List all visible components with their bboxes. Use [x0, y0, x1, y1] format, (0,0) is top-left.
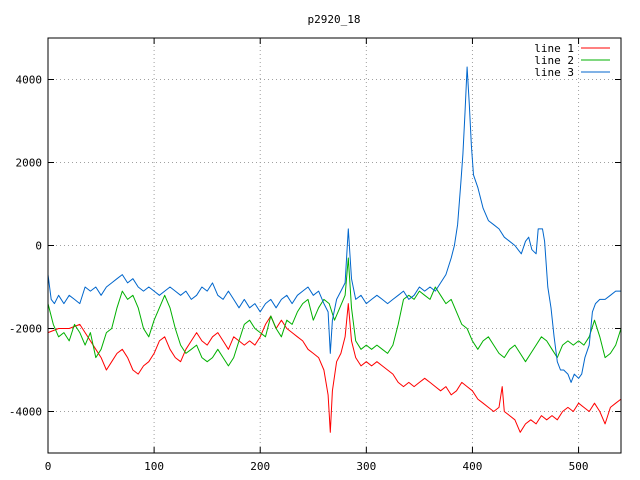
series-line-1 [47, 303, 622, 433]
x-tick-label: 500 [569, 460, 589, 473]
series-line-3 [47, 66, 621, 383]
grid [48, 38, 621, 453]
y-tick-label: 0 [35, 240, 42, 253]
series-line-2 [47, 257, 622, 367]
x-tick-label: 400 [463, 460, 483, 473]
y-tick-label: 2000 [16, 157, 43, 170]
y-tick-label: -2000 [9, 323, 42, 336]
x-tick-label: 100 [144, 460, 164, 473]
series-lines [47, 66, 622, 433]
x-tick-label: 200 [250, 460, 270, 473]
y-tick-label: 4000 [16, 74, 43, 87]
plot-frame [47, 37, 622, 454]
chart-title: p2920_18 [308, 13, 361, 26]
axis-ticks: 0 100 200 300 400 500 -4000 -2000 0 2000 4000 [9, 38, 621, 473]
legend-label-1: line 1 [534, 42, 574, 55]
legend-label-2: line 2 [534, 54, 574, 67]
legend-label-3: line 3 [534, 66, 574, 79]
x-tick-label: 0 [45, 460, 52, 473]
y-tick-label: -4000 [9, 406, 42, 419]
x-tick-label: 300 [356, 460, 376, 473]
